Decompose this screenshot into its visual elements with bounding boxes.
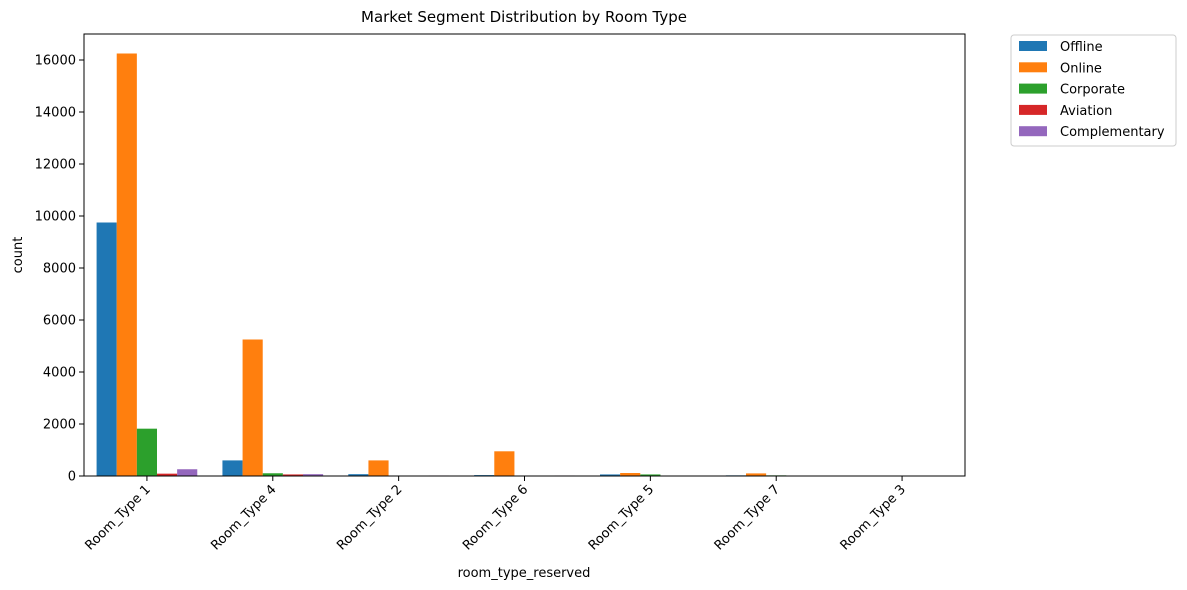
y-tick-label: 14000 <box>35 106 76 121</box>
bar-aviation-room-type-1 <box>157 473 178 476</box>
y-tick-label: 4000 <box>43 366 76 381</box>
bar-corporate-room-type-1 <box>136 428 157 476</box>
legend-frame <box>1010 34 1177 147</box>
y-tick-label: 12000 <box>35 158 76 173</box>
y-tick-label: 8000 <box>43 262 76 277</box>
bar-online-room-type-2 <box>368 460 389 476</box>
bar-online-room-type-5 <box>620 473 641 476</box>
legend-label-complementary: Complementary <box>1060 125 1165 140</box>
y-tick-label: 10000 <box>35 210 76 225</box>
legend-swatch-online <box>1019 62 1047 73</box>
x-tick-label: Room_Type 3 <box>838 482 909 553</box>
chart-title: Market Segment Distribution by Room Type <box>361 8 687 26</box>
bar-online-room-type-6 <box>494 451 515 476</box>
x-tick-label: Room_Type 4 <box>208 482 279 553</box>
bar-complementary-room-type-4 <box>302 474 324 476</box>
bar-corporate-room-type-5 <box>640 474 661 476</box>
legend-swatch-complementary <box>1019 126 1047 137</box>
x-axis: Room_Type 1 Room_Type 4 Room_Type 2 Room_Ty… <box>82 476 909 553</box>
y-axis-label: count <box>11 237 26 274</box>
bar-online-room-type-4 <box>242 339 263 476</box>
plot-frame <box>83 33 966 477</box>
legend-label-corporate: Corporate <box>1060 83 1125 98</box>
legend: Offline Online Corporate Aviation Complement… <box>1010 34 1177 147</box>
bar-online-room-type-7 <box>746 473 767 476</box>
y-tick-label: 6000 <box>43 314 76 329</box>
x-tick-label: Room_Type 1 <box>82 482 153 553</box>
legend-label-aviation: Aviation <box>1060 104 1112 119</box>
y-tick-label: 16000 <box>35 54 76 69</box>
bar-online-room-type-1 <box>116 53 137 476</box>
y-tick-label: 2000 <box>43 418 76 433</box>
bar-group <box>96 53 953 476</box>
legend-label-offline: Offline <box>1060 40 1103 55</box>
bar-complementary-room-type-1 <box>177 469 198 476</box>
legend-swatch-offline <box>1019 41 1047 51</box>
x-tick-label: Room_Type 5 <box>586 482 657 553</box>
bar-offline-room-type-5 <box>600 474 621 476</box>
x-axis-label: room_type_reserved <box>458 566 591 581</box>
bar-aviation-room-type-4 <box>282 474 303 476</box>
legend-swatch-aviation <box>1019 104 1047 115</box>
legend-swatch-corporate <box>1019 83 1047 94</box>
y-axis: 0 2000 4000 6000 8000 10000 12000 14000 16000 <box>35 54 84 485</box>
legend-label-online: Online <box>1060 61 1102 76</box>
x-tick-label: Room_Type 6 <box>460 482 531 553</box>
y-tick-label: 0 <box>68 470 76 485</box>
bar-offline-room-type-4 <box>222 460 243 476</box>
bar-offline-room-type-1 <box>96 222 117 476</box>
bar-offline-room-type-2 <box>348 474 369 476</box>
x-tick-label: Room_Type 2 <box>334 482 405 553</box>
bar-corporate-room-type-4 <box>262 473 283 476</box>
x-tick-label: Room_Type 7 <box>712 482 783 553</box>
